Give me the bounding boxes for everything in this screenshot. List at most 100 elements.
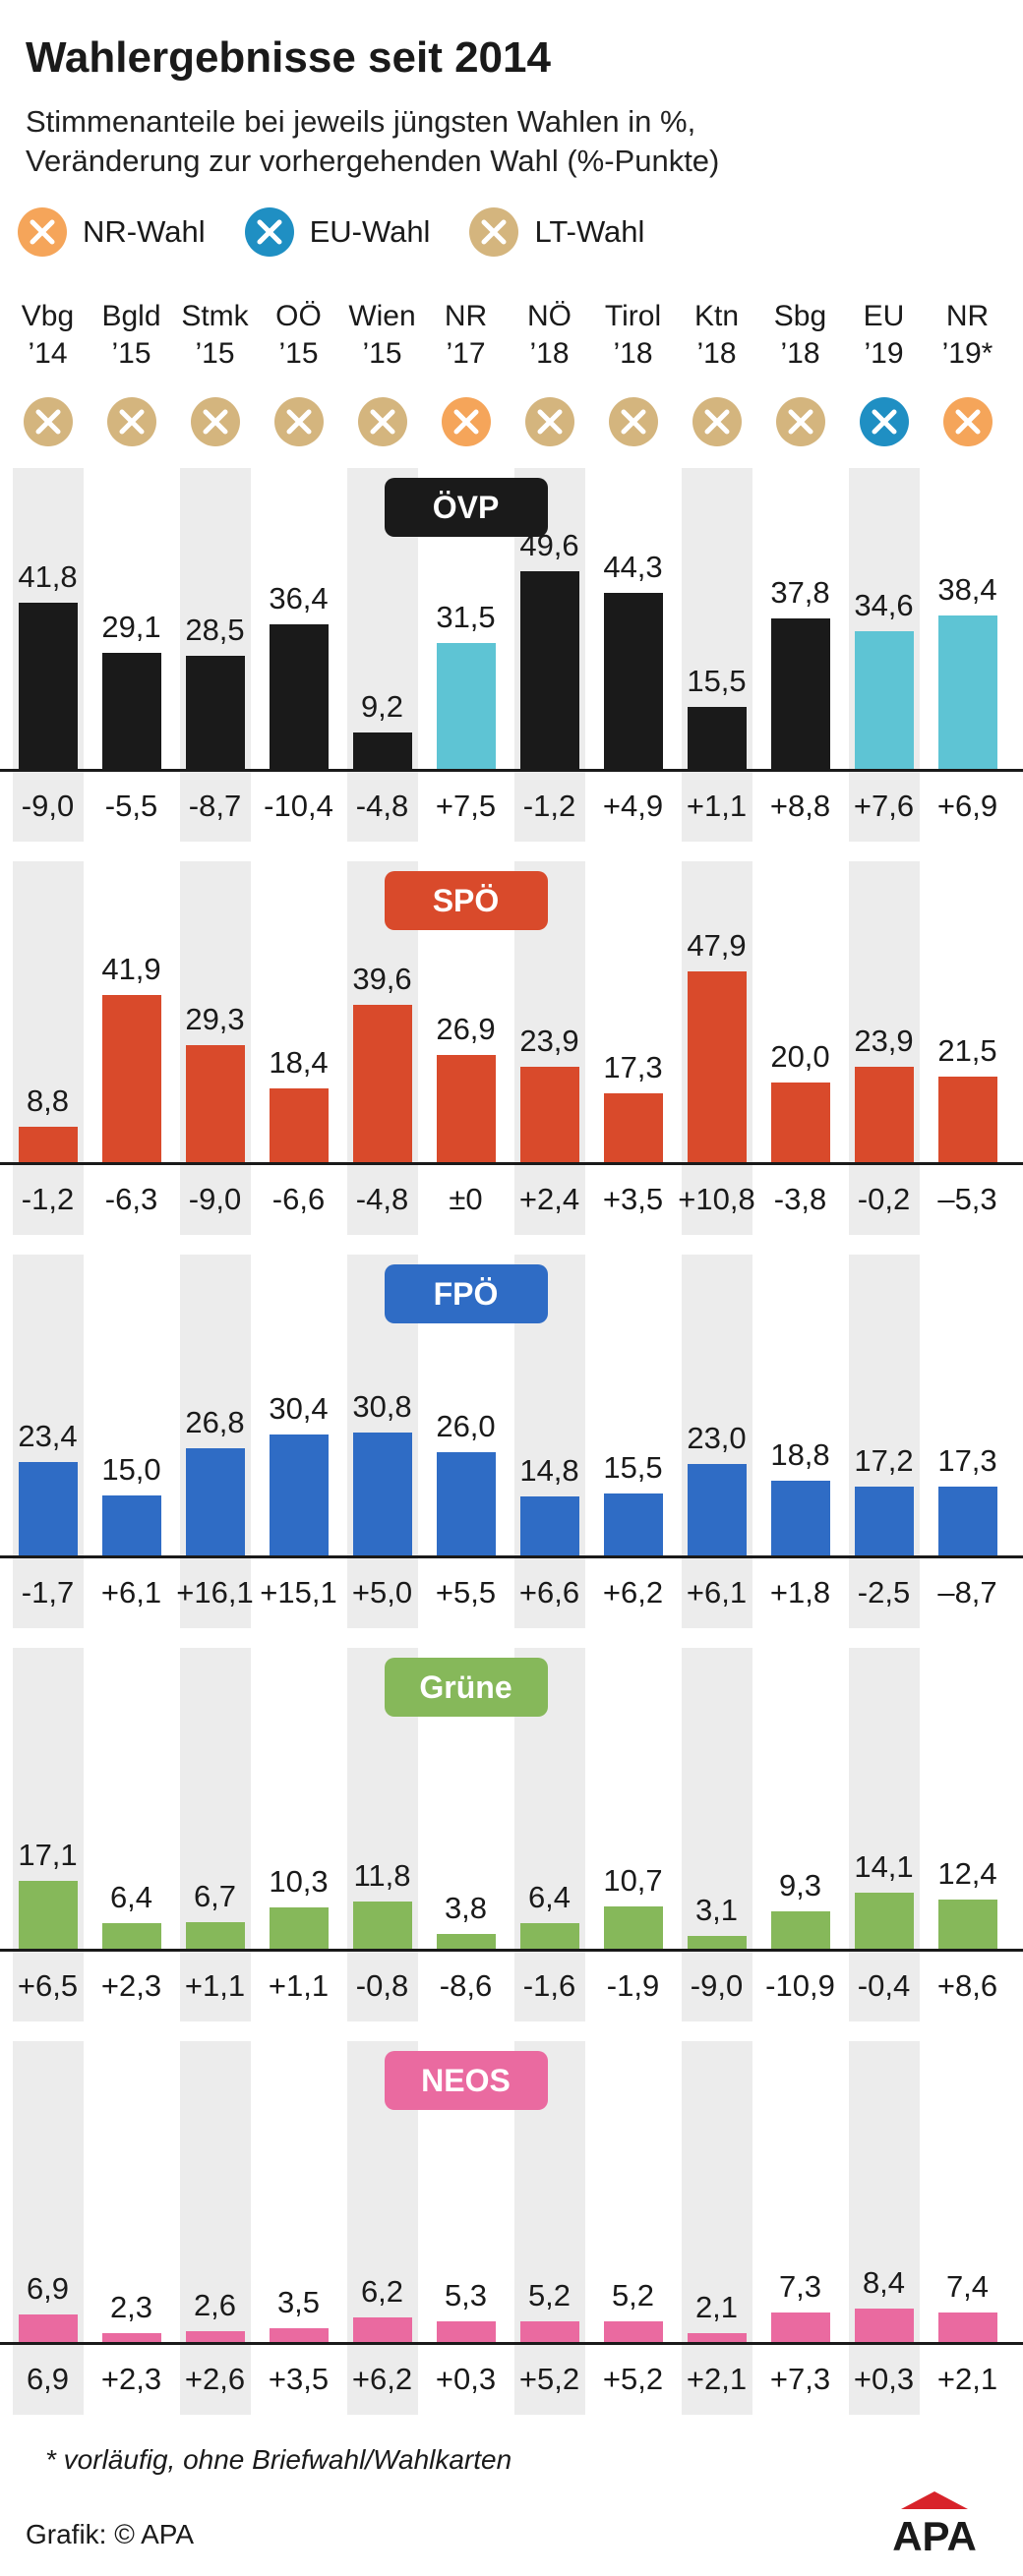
bar-vp — [603, 592, 663, 769]
column-header-line-2: ’18 — [696, 337, 737, 370]
column-background — [848, 861, 920, 1235]
legend-item-eu: EU-Wahl — [244, 207, 431, 257]
bar-vp — [937, 615, 997, 769]
change-label: -10,9 — [765, 1968, 835, 2003]
column-header-line-1: NR — [444, 300, 488, 332]
column-header-line-1: OÖ — [275, 300, 322, 332]
svg-text:APA: APA — [892, 2513, 977, 2559]
change-label: ±0 — [449, 1182, 483, 1216]
change-label: -0,2 — [857, 1182, 911, 1216]
party-label-neos: NEOS — [384, 2051, 548, 2110]
bar-fp — [18, 1462, 78, 1555]
column-background — [848, 2041, 920, 2415]
column-header-line-2: ’18 — [613, 337, 653, 370]
panel-baseline — [0, 1555, 1023, 1558]
x-circle-icon-orange — [441, 397, 491, 446]
x-circle-icon-tan — [775, 397, 825, 446]
value-label: 34,6 — [854, 587, 914, 622]
bar-vp — [269, 623, 329, 769]
value-label: 17,1 — [18, 1837, 78, 1872]
change-label: -9,0 — [21, 789, 75, 823]
change-label: +7,5 — [435, 789, 497, 823]
change-label: -1,7 — [21, 1575, 75, 1610]
bar-neos — [352, 2316, 412, 2342]
chart-subtitle-line-2: Veränderung zur vorhergehenden Wahl (%-P… — [26, 144, 720, 178]
value-label: 41,8 — [18, 558, 78, 594]
value-label: 30,8 — [352, 1389, 412, 1425]
change-label: +2,6 — [184, 2362, 246, 2396]
change-label: +5,5 — [435, 1575, 497, 1610]
value-label: 36,4 — [269, 580, 329, 615]
column-header-line-2: ’15 — [362, 337, 402, 370]
bar-neos — [101, 2332, 161, 2342]
change-label: +5,2 — [602, 2362, 664, 2396]
column-background — [681, 1648, 752, 2021]
column-header-line-1: Tirol — [604, 300, 662, 332]
bar-vp — [519, 571, 579, 769]
value-label: 3,5 — [276, 2284, 321, 2319]
value-label: 29,3 — [185, 1002, 245, 1037]
value-label: 10,7 — [603, 1862, 663, 1898]
value-label: 6,7 — [193, 1878, 237, 1913]
value-label: 26,9 — [436, 1012, 496, 1047]
footnote: * vorläufig, ohne Briefwahl/Wahlkarten — [45, 2444, 512, 2475]
party-label-vp: ÖVP — [384, 478, 548, 537]
column-header-line-2: ’19* — [941, 337, 993, 370]
bar-vp — [101, 653, 161, 769]
column-header-line-1: NÖ — [527, 300, 572, 332]
bar-fp — [269, 1434, 329, 1555]
change-label: +8,8 — [769, 789, 831, 823]
value-label: 49,6 — [519, 528, 579, 563]
bar-fp — [352, 1433, 412, 1555]
bar-neos — [687, 2333, 747, 2342]
change-label: +6,6 — [518, 1575, 580, 1610]
bar-sp — [18, 1127, 78, 1162]
bar-neos — [770, 2313, 830, 2342]
legend-label: LT-Wahl — [534, 214, 645, 249]
change-label: +1,1 — [184, 1968, 246, 2003]
column-header-line-1: Wien — [348, 300, 416, 332]
value-label: 23,9 — [519, 1024, 579, 1059]
bar-vp — [352, 732, 412, 769]
change-label: +1,1 — [686, 789, 748, 823]
bar-fp — [854, 1487, 914, 1555]
value-label: 2,1 — [694, 2290, 739, 2325]
value-label: 6,4 — [527, 1880, 572, 1915]
bar-neos — [436, 2320, 496, 2342]
change-label: +6,1 — [686, 1575, 748, 1610]
column-header-line-1: Bgld — [101, 300, 161, 332]
bar-vp — [770, 617, 830, 769]
change-label: +5,0 — [351, 1575, 413, 1610]
bar-vp — [18, 602, 78, 769]
column-header-line-2: ’15 — [278, 337, 319, 370]
value-label: 6,2 — [360, 2273, 404, 2309]
column-header-line-2: ’14 — [28, 337, 68, 370]
party-label-fp: FPÖ — [384, 1264, 548, 1323]
value-label: 5,2 — [527, 2277, 572, 2313]
value-label: 17,3 — [937, 1442, 997, 1478]
x-circle-icon-tan — [273, 397, 324, 446]
value-label: 7,3 — [778, 2269, 822, 2305]
value-label: 17,3 — [603, 1049, 663, 1084]
change-label: +2,3 — [100, 2362, 162, 2396]
bar-vp — [687, 707, 747, 769]
x-circle-icon-orange — [18, 207, 67, 257]
change-label: +6,9 — [936, 789, 998, 823]
change-label: -1,6 — [522, 1968, 576, 2003]
change-label: -6,6 — [271, 1182, 326, 1216]
bar-grne — [687, 1936, 747, 1949]
x-circle-icon-orange — [942, 397, 993, 446]
column-background — [681, 468, 752, 842]
bar-fp — [603, 1493, 663, 1555]
change-label: -4,8 — [355, 1182, 409, 1216]
x-circle-icon-tan — [524, 397, 574, 446]
column-background — [179, 2041, 251, 2415]
value-label: 23,0 — [687, 1420, 747, 1455]
bar-neos — [18, 2314, 78, 2342]
bar-grne — [269, 1907, 329, 1949]
value-label: 14,1 — [854, 1848, 914, 1884]
value-label: 2,6 — [193, 2288, 237, 2323]
change-label: +7,6 — [853, 789, 915, 823]
column-background — [179, 468, 251, 842]
legend-label: EU-Wahl — [309, 214, 431, 249]
